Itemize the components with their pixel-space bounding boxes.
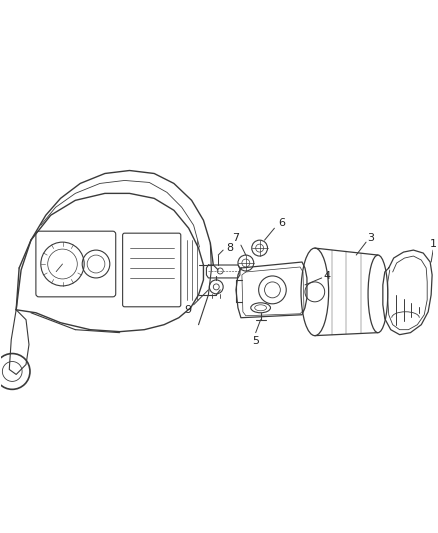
Text: 4: 4 bbox=[323, 271, 330, 281]
Text: 8: 8 bbox=[226, 243, 233, 253]
Text: 5: 5 bbox=[252, 336, 259, 345]
Text: 1: 1 bbox=[430, 239, 437, 249]
Text: 6: 6 bbox=[278, 218, 285, 228]
FancyBboxPatch shape bbox=[36, 231, 116, 297]
Text: 7: 7 bbox=[233, 233, 240, 243]
Text: 9: 9 bbox=[184, 305, 191, 315]
Text: 3: 3 bbox=[367, 233, 374, 243]
FancyBboxPatch shape bbox=[123, 233, 181, 307]
